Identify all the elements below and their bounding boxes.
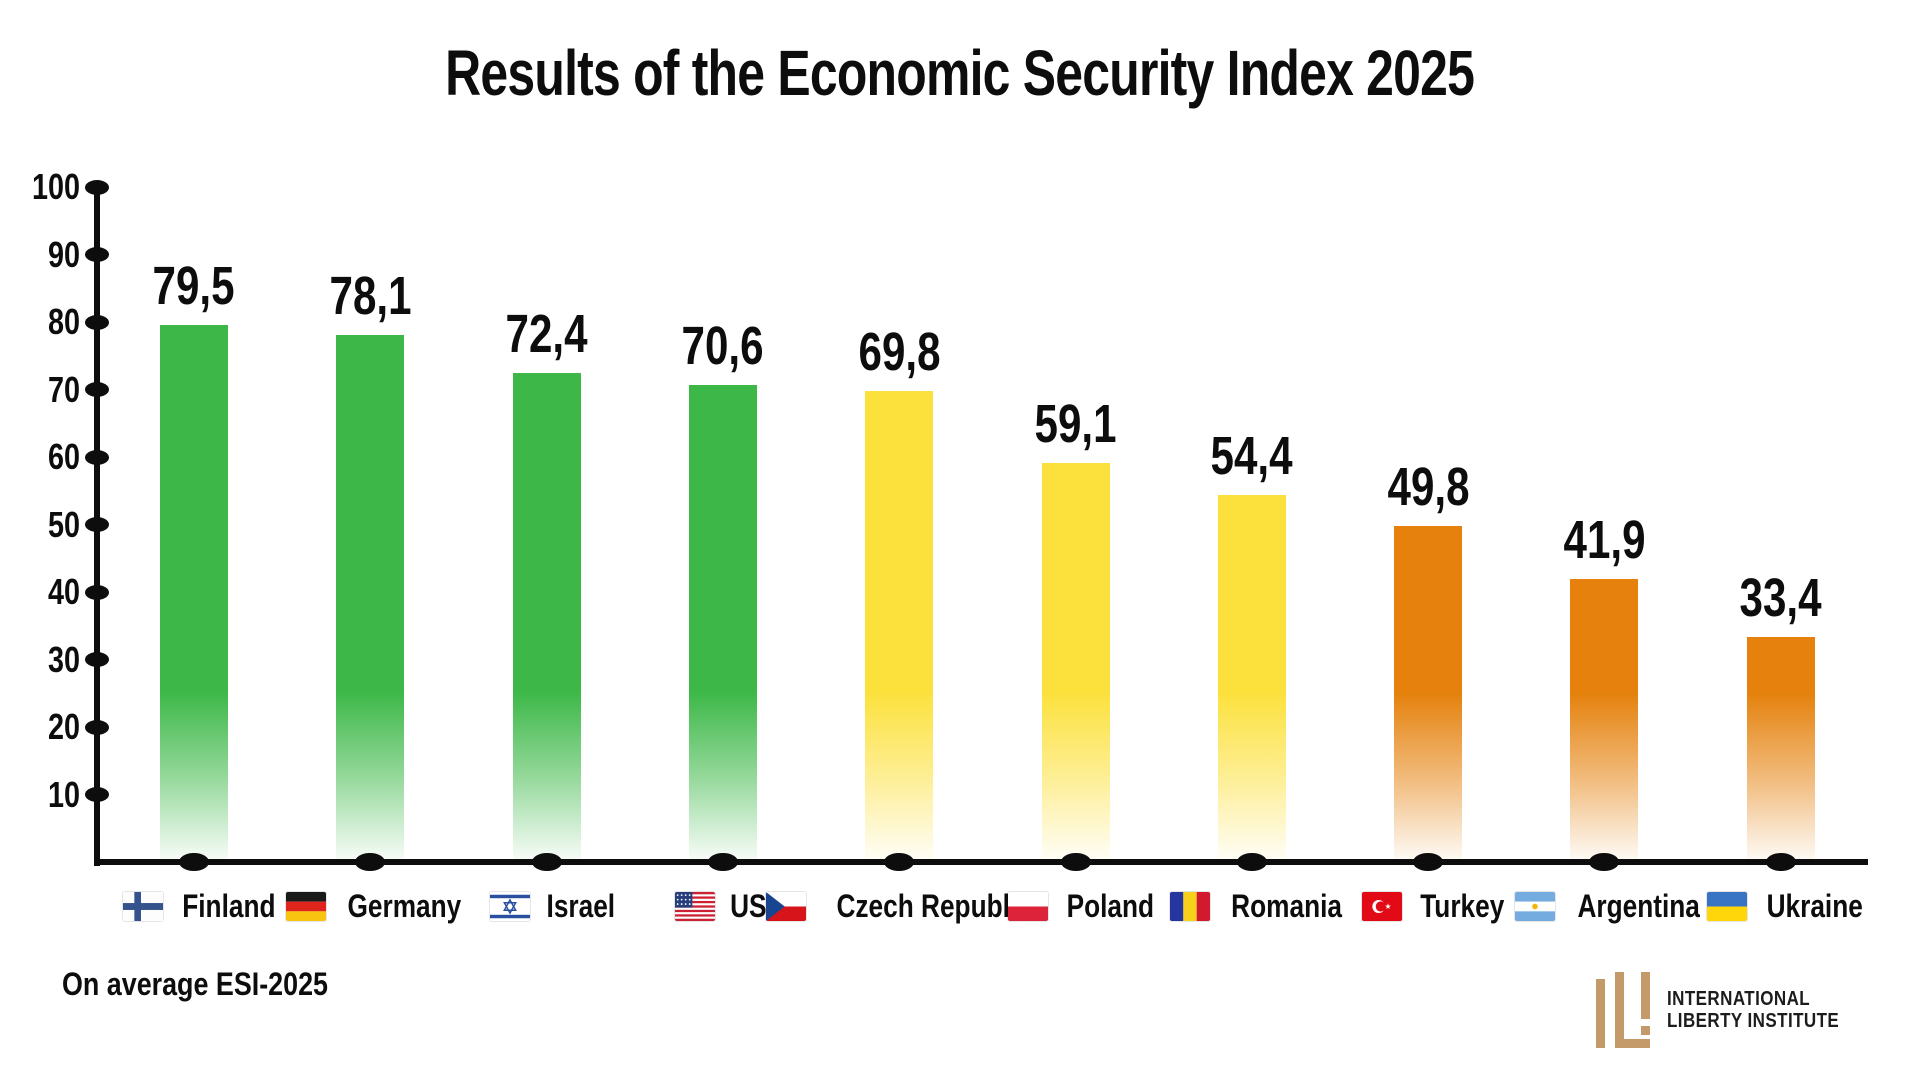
category-label-poland: Poland [1066, 887, 1154, 924]
value-label-poland: 59,1 [986, 395, 1166, 453]
category-czech-republic: Czech Republic [765, 878, 1031, 934]
y-tick-label-70: 70 [0, 368, 80, 410]
category-israel: Israel [437, 878, 677, 934]
y-tick-label-40: 40 [0, 572, 80, 612]
value-text-ukraine: 33,4 [1739, 567, 1822, 628]
logo-wordmark: INTERNATIONAL LIBERTY INSTITUTE [1667, 988, 1870, 1032]
y-tick-label-100: 100 [0, 167, 80, 207]
poland-flag-icon [1007, 891, 1048, 921]
usa-flag-icon [674, 891, 715, 921]
y-tick-label-50: 50 [0, 503, 80, 545]
x-axis-line [94, 859, 1868, 865]
value-label-ukraine: 33,4 [1691, 569, 1871, 627]
y-tick-label-10: 10 [0, 773, 80, 815]
value-text-germany: 78,1 [329, 265, 412, 326]
value-label-argentina: 41,9 [1514, 511, 1694, 569]
bar-usa [688, 385, 757, 862]
bar-israel [512, 373, 581, 862]
value-text-israel: 72,4 [505, 304, 588, 365]
category-label-ukraine: Ukraine [1767, 887, 1864, 924]
y-axis-tick-dot [85, 584, 109, 600]
value-text-poland: 59,1 [1034, 394, 1117, 455]
value-text-finland: 79,5 [152, 256, 235, 317]
footer-note: On average ESI-2025 [62, 966, 328, 1002]
y-tick-label-30: 30 [0, 638, 80, 680]
ukraine-flag-icon [1707, 891, 1748, 921]
y-tick-text-60: 60 [47, 436, 80, 477]
y-tick-text-20: 20 [47, 706, 80, 747]
turkey-flag-icon [1362, 891, 1403, 921]
y-tick-label-60: 60 [0, 437, 80, 477]
germany-flag-icon [286, 891, 327, 921]
argentina-flag-icon [1515, 891, 1556, 921]
category-label-finland: Finland [181, 887, 276, 924]
bar-ukraine [1746, 636, 1815, 863]
y-axis-tick-dot [85, 179, 109, 195]
y-tick-text-30: 30 [47, 638, 80, 680]
value-label-usa: 70,6 [633, 317, 813, 375]
bar-germany [336, 334, 405, 863]
value-text-romania: 54,4 [1210, 425, 1293, 486]
logo-line1: INTERNATIONAL [1667, 988, 1811, 1010]
bar-czech-republic [865, 390, 934, 863]
category-ukraine: Ukraine [1671, 878, 1911, 934]
ili-monogram-icon [1596, 972, 1652, 1048]
value-label-germany: 78,1 [280, 267, 460, 325]
category-label-romania: Romania [1230, 887, 1342, 924]
y-axis-tick-dot [85, 382, 109, 397]
value-text-usa: 70,6 [681, 316, 764, 377]
logo-line2: LIBERTY INSTITUTE [1667, 1010, 1840, 1032]
y-tick-text-100: 100 [31, 166, 80, 207]
category-label-argentina: Argentina [1577, 887, 1701, 924]
value-label-romania: 54,4 [1162, 427, 1342, 485]
international-liberty-institute-logo: INTERNATIONAL LIBERTY INSTITUTE [1596, 972, 1870, 1048]
y-tick-label-80: 80 [0, 302, 80, 342]
y-axis-tick-dot [85, 787, 109, 802]
category-argentina: Argentina [1494, 878, 1734, 934]
category-germany: Germany [260, 878, 500, 934]
y-tick-label-20: 20 [0, 707, 80, 747]
y-axis-tick-dot [85, 449, 109, 465]
czech-republic-flag-icon [765, 891, 806, 921]
y-tick-text-50: 50 [47, 503, 80, 545]
y-tick-label-90: 90 [0, 233, 80, 275]
value-text-turkey: 49,8 [1387, 456, 1470, 517]
value-text-argentina: 41,9 [1563, 510, 1646, 571]
y-tick-text-80: 80 [47, 301, 80, 342]
bar-finland [160, 325, 228, 862]
y-tick-text-90: 90 [47, 233, 80, 275]
y-tick-text-70: 70 [47, 368, 80, 410]
category-label-turkey: Turkey [1420, 887, 1505, 924]
romania-flag-icon [1169, 891, 1210, 921]
y-axis-tick-dot [85, 314, 109, 330]
value-text-czech-republic: 69,8 [858, 321, 941, 382]
bar-poland [1041, 463, 1110, 862]
finland-flag-icon [122, 891, 163, 921]
y-tick-text-40: 40 [47, 571, 80, 612]
value-label-israel: 72,4 [457, 305, 637, 363]
y-axis-tick-dot [85, 652, 109, 667]
bar-turkey [1394, 525, 1463, 863]
y-tick-text-10: 10 [47, 773, 80, 815]
category-romania: Romania [1142, 878, 1382, 934]
israel-flag-icon [490, 891, 531, 921]
value-label-finland: 79,5 [104, 257, 284, 315]
bar-argentina [1570, 579, 1639, 862]
value-label-czech-republic: 69,8 [809, 323, 989, 381]
bar-romania [1217, 494, 1286, 863]
value-label-turkey: 49,8 [1338, 458, 1518, 516]
y-axis-tick-dot [85, 517, 109, 532]
page-title-text: Results of the Economic Security Index 2… [445, 37, 1476, 109]
y-axis-tick-dot [85, 719, 109, 735]
category-finland: Finland [84, 878, 324, 934]
category-poland: Poland [966, 878, 1206, 934]
category-turkey: Turkey [1318, 878, 1558, 934]
category-label-germany: Germany [347, 887, 462, 924]
y-axis-tick-dot [85, 247, 109, 262]
category-label-czech-republic: Czech Republic [836, 887, 1032, 924]
category-label-israel: Israel [546, 887, 616, 924]
page-title: Results of the Economic Security Index 2… [0, 36, 1920, 110]
